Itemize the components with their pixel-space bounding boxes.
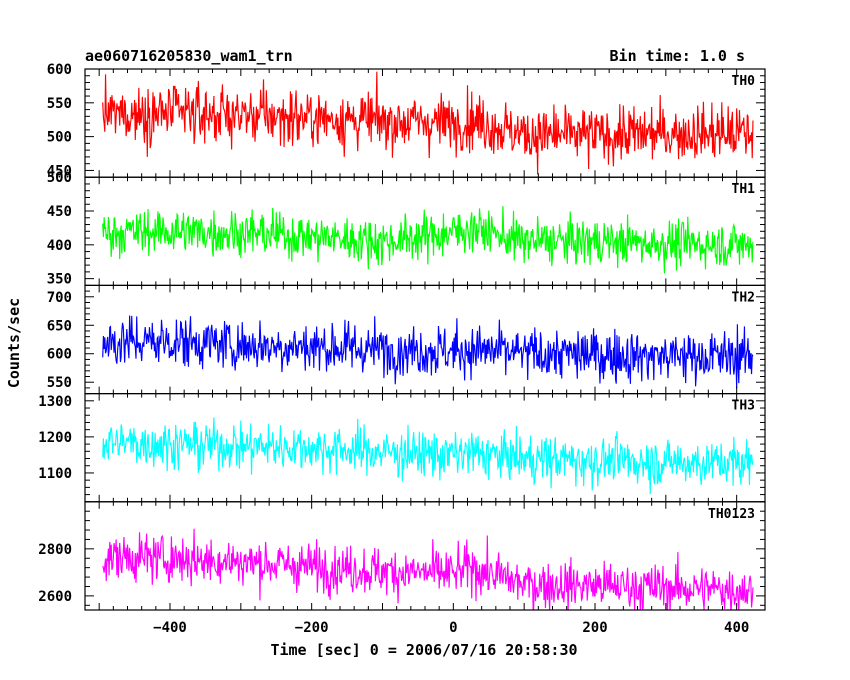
panel-th1: TH1 350 400 450 500 [47, 170, 766, 288]
y-tick-label: 400 [47, 238, 72, 254]
y-axis-label: Counts/sec [5, 298, 23, 388]
panel-th0123: TH0123 2600 2800 [38, 501, 766, 611]
series-line-th2 [102, 315, 754, 389]
x-tick-label: −200 [295, 620, 329, 636]
y-tick-label: 550 [47, 375, 72, 391]
y-tick-label: 700 [47, 290, 72, 306]
panel-label: TH2 [732, 290, 755, 305]
x-tick-label: −400 [153, 620, 187, 636]
panel-label: TH3 [732, 399, 755, 414]
series-line-th0 [102, 71, 754, 175]
y-tick-label: 1100 [38, 466, 72, 482]
y-tick-label: 600 [47, 347, 72, 363]
panel-label: TH0 [732, 74, 756, 89]
bin-time-label: Bin time: 1.0 s [610, 47, 745, 65]
y-tick-label: 1200 [38, 430, 72, 446]
x-tick-label: 200 [582, 620, 607, 636]
series-line-th0123 [102, 528, 754, 610]
chart-title: ae060716205830_wam1_trn [85, 47, 293, 65]
y-tick-label: 550 [47, 96, 72, 112]
panel-label: TH0123 [708, 507, 755, 522]
y-tick-label: 2600 [38, 589, 72, 605]
panel-th2: TH2 550 600 650 700 [47, 284, 766, 395]
y-tick-label: 450 [47, 163, 72, 179]
y-tick-label: 500 [47, 170, 72, 186]
y-tick-label: 450 [47, 204, 72, 220]
y-tick-label: 600 [47, 62, 72, 78]
x-tick-label: 0 [449, 620, 457, 636]
x-tick-label: 400 [724, 620, 749, 636]
series-line-th1 [102, 206, 754, 274]
y-tick-label: 500 [47, 130, 72, 146]
panel-th0: TH0 450 500 550 600 [47, 62, 766, 179]
y-tick-label: 350 [47, 272, 72, 288]
y-tick-label: 1300 [38, 394, 72, 410]
series-line-th3 [102, 417, 754, 494]
x-axis-label: Time [sec] 0 = 2006/07/16 20:58:30 [270, 641, 577, 659]
y-tick-label: 650 [47, 318, 72, 334]
panel-label: TH1 [732, 182, 756, 197]
panels-layer: TH0450500550600TH1350400450500TH25506006… [38, 62, 766, 611]
y-tick-label: 2800 [38, 542, 72, 558]
x-axis: −400 −200 0 200 400 [153, 620, 749, 636]
panel-th3: TH3 1100 1200 1300 [38, 393, 766, 503]
